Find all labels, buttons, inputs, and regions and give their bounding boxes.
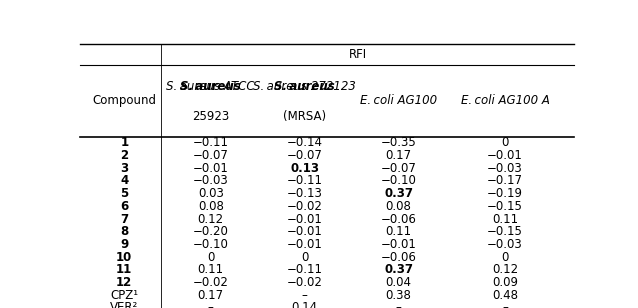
Text: (MRSA): (MRSA) — [283, 110, 326, 123]
Text: −0.06: −0.06 — [381, 251, 417, 264]
Text: 0.11: 0.11 — [492, 213, 518, 225]
Text: 0: 0 — [301, 251, 308, 264]
Text: −0.02: −0.02 — [287, 200, 323, 213]
Text: 4: 4 — [120, 174, 128, 188]
Text: −0.03: −0.03 — [193, 174, 228, 188]
Text: −0.15: −0.15 — [487, 225, 523, 238]
Text: −0.15: −0.15 — [487, 200, 523, 213]
Text: 0.08: 0.08 — [386, 200, 412, 213]
Text: 0.17: 0.17 — [198, 289, 224, 302]
Text: −0.07: −0.07 — [287, 149, 323, 162]
Text: −0.17: −0.17 — [487, 174, 523, 188]
Text: −0.20: −0.20 — [193, 225, 228, 238]
Text: 0.48: 0.48 — [492, 289, 518, 302]
Text: 0: 0 — [207, 251, 214, 264]
Text: −0.01: −0.01 — [381, 238, 417, 251]
Text: 1: 1 — [120, 136, 128, 149]
Text: S. aureus: S. aureus — [181, 80, 241, 93]
Text: −0.01: −0.01 — [193, 162, 228, 175]
Text: −0.03: −0.03 — [487, 238, 523, 251]
Text: 9: 9 — [120, 238, 128, 251]
Text: E. coli AG100: E. coli AG100 — [360, 95, 437, 107]
Text: 0.37: 0.37 — [384, 263, 413, 276]
Text: −0.07: −0.07 — [193, 149, 228, 162]
Text: 0.14: 0.14 — [292, 301, 318, 308]
Text: 2: 2 — [120, 149, 128, 162]
Text: −0.07: −0.07 — [381, 162, 417, 175]
Text: 0.03: 0.03 — [198, 187, 224, 200]
Text: –: – — [208, 301, 214, 308]
Text: −0.13: −0.13 — [287, 187, 323, 200]
Text: −0.06: −0.06 — [381, 213, 417, 225]
Text: 0.08: 0.08 — [198, 200, 224, 213]
Text: 8: 8 — [120, 225, 128, 238]
Text: 7: 7 — [120, 213, 128, 225]
Text: Compound: Compound — [93, 95, 156, 107]
Text: 6: 6 — [120, 200, 128, 213]
Text: 0.12: 0.12 — [198, 213, 224, 225]
Text: 5: 5 — [120, 187, 128, 200]
Text: S. aureus: S. aureus — [274, 80, 335, 93]
Text: −0.10: −0.10 — [381, 174, 417, 188]
Text: −0.35: −0.35 — [381, 136, 417, 149]
Text: 0.09: 0.09 — [492, 276, 518, 289]
Text: –: – — [302, 289, 308, 302]
Text: −0.01: −0.01 — [487, 149, 523, 162]
Text: 0.17: 0.17 — [385, 149, 412, 162]
Text: −0.03: −0.03 — [487, 162, 523, 175]
Text: −0.01: −0.01 — [287, 225, 323, 238]
Text: −0.11: −0.11 — [193, 136, 229, 149]
Text: 0.11: 0.11 — [385, 225, 412, 238]
Text: −0.02: −0.02 — [193, 276, 228, 289]
Text: –: – — [502, 301, 508, 308]
Text: 0: 0 — [501, 136, 508, 149]
Text: −0.14: −0.14 — [286, 136, 323, 149]
Text: 0: 0 — [501, 251, 508, 264]
Text: VER²: VER² — [110, 301, 138, 308]
Text: S. aureus ATCC: S. aureus ATCC — [167, 80, 255, 93]
Text: 0.38: 0.38 — [386, 289, 412, 302]
Text: E. coli AG100 A: E. coli AG100 A — [461, 95, 549, 107]
Text: 3: 3 — [120, 162, 128, 175]
Text: −0.01: −0.01 — [287, 238, 323, 251]
Text: RFI: RFI — [349, 48, 367, 61]
Text: –: – — [396, 301, 401, 308]
Text: −0.02: −0.02 — [287, 276, 323, 289]
Text: 11: 11 — [116, 263, 132, 276]
Text: 0.37: 0.37 — [384, 187, 413, 200]
Text: 0.12: 0.12 — [492, 263, 518, 276]
Text: −0.01: −0.01 — [287, 213, 323, 225]
Text: −0.10: −0.10 — [193, 238, 228, 251]
Text: 10: 10 — [116, 251, 132, 264]
Text: −0.19: −0.19 — [487, 187, 523, 200]
Text: −0.11: −0.11 — [286, 263, 323, 276]
Text: S. aureus 272123: S. aureus 272123 — [253, 80, 356, 93]
Text: 0.04: 0.04 — [385, 276, 412, 289]
Text: 25923: 25923 — [192, 110, 230, 123]
Text: 0.11: 0.11 — [198, 263, 224, 276]
Text: CPZ¹: CPZ¹ — [110, 289, 138, 302]
Text: 12: 12 — [116, 276, 132, 289]
Text: −0.11: −0.11 — [286, 174, 323, 188]
Text: 0.13: 0.13 — [290, 162, 319, 175]
